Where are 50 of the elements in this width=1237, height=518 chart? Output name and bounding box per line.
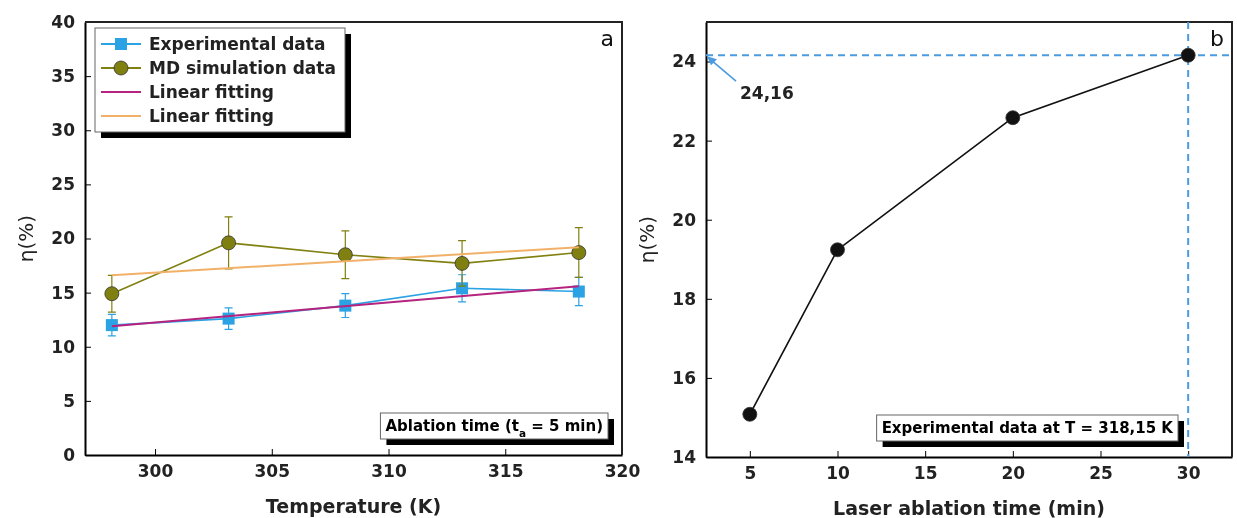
y-tick-label: 14 <box>672 446 697 467</box>
y-tick-label: 22 <box>672 130 696 151</box>
x-tick-label: 15 <box>913 463 938 484</box>
legend-label: Experimental data <box>149 34 326 54</box>
x-tick-label: 315 <box>488 461 524 482</box>
y-tick-label: 18 <box>672 288 696 309</box>
x-tick-label: 5 <box>744 463 757 484</box>
point <box>105 319 118 332</box>
x-axis-title: Laser ablation time (min) <box>833 497 1105 518</box>
x-tick-label: 10 <box>826 463 850 484</box>
point <box>742 406 758 422</box>
point <box>571 245 587 260</box>
annotation: 24,16 <box>740 83 794 104</box>
y-tick-label: 20 <box>672 209 697 230</box>
y-tick-label: 15 <box>51 282 75 303</box>
annotation: Ablation time (t$_{a}$ = 5 min) <box>385 417 603 439</box>
y-tick-label: 35 <box>51 66 75 87</box>
x-tick-label: 20 <box>1001 463 1026 484</box>
y-tick-label: 25 <box>51 174 75 195</box>
x-tick-label: 300 <box>137 461 174 482</box>
x-tick-label: 30 <box>1176 463 1201 484</box>
x-axis-title: Temperature (K) <box>265 495 442 517</box>
point <box>104 286 120 302</box>
y-tick-label: 5 <box>63 390 75 411</box>
x-tick-label: 25 <box>1089 463 1113 484</box>
y-tick-label: 0 <box>63 444 76 465</box>
point <box>337 247 353 263</box>
annotation: Experimental data at T = 318,15 K <box>881 419 1175 437</box>
annotation: b <box>1210 26 1224 51</box>
x-tick-label: 320 <box>604 461 641 482</box>
point <box>454 255 470 271</box>
point <box>1005 110 1021 126</box>
y-tick-label: 40 <box>51 11 76 32</box>
y-tick-label: 20 <box>51 228 76 249</box>
legend-label: MD simulation data <box>149 58 336 78</box>
y-axis-title: η(%) <box>14 214 38 263</box>
point <box>830 242 845 258</box>
y-tick-label: 16 <box>672 367 696 388</box>
point <box>1180 47 1196 63</box>
point <box>221 235 236 251</box>
x-tick-label: 305 <box>254 461 291 482</box>
y-axis-title: η(%) <box>635 215 659 264</box>
annotation: a <box>600 26 614 51</box>
y-tick-label: 24 <box>672 51 697 72</box>
y-tick-label: 30 <box>51 120 76 141</box>
x-tick-label: 310 <box>371 461 407 482</box>
y-tick-label: 10 <box>51 336 76 357</box>
point <box>572 285 585 298</box>
legend-label: Linear fitting <box>149 82 275 102</box>
legend-label: Linear fitting <box>149 106 275 126</box>
